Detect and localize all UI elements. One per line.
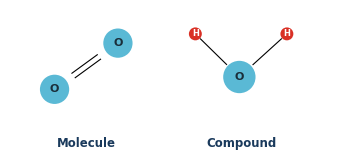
Text: H: H (192, 29, 199, 38)
Text: Molecule: Molecule (57, 137, 116, 150)
Ellipse shape (103, 28, 133, 58)
Text: Compound: Compound (206, 137, 276, 150)
Text: O: O (235, 72, 244, 82)
Ellipse shape (40, 75, 69, 104)
Ellipse shape (223, 61, 256, 93)
Text: H: H (283, 29, 290, 38)
Text: O: O (50, 84, 59, 94)
Ellipse shape (189, 27, 202, 40)
Text: O: O (113, 38, 122, 48)
Ellipse shape (281, 27, 293, 40)
